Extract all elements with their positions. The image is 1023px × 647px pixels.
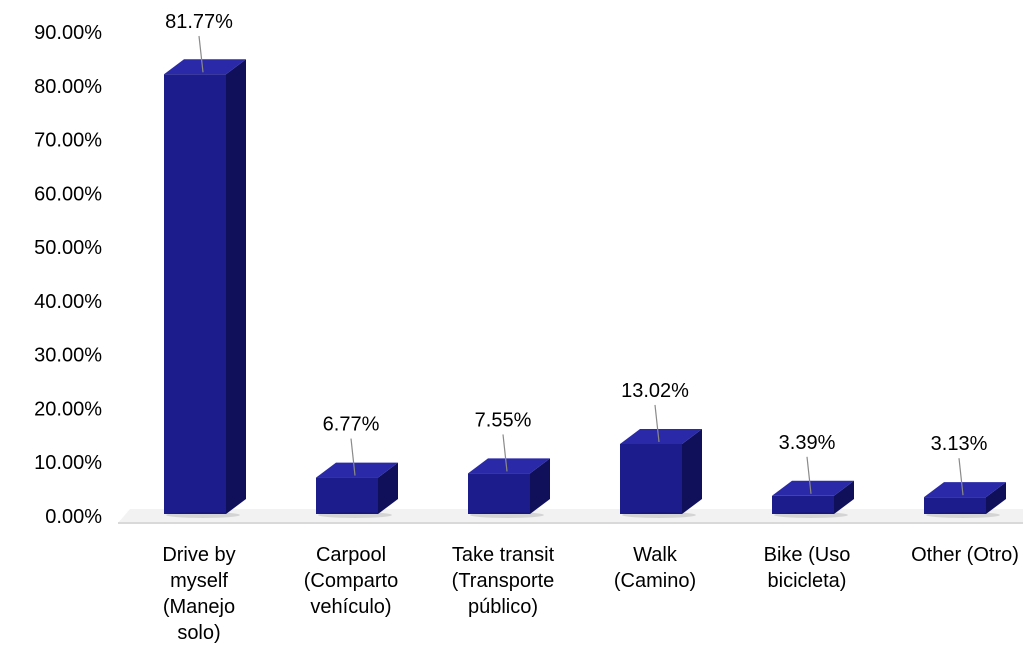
bar-shadow bbox=[622, 512, 696, 518]
bar-side bbox=[226, 59, 246, 515]
bar-top bbox=[620, 428, 702, 444]
bar-side bbox=[530, 458, 550, 514]
bar-front bbox=[468, 473, 530, 514]
x-category-label: Drive by myself (Manejo solo) bbox=[162, 544, 235, 644]
x-category-label-line: solo) bbox=[177, 622, 220, 644]
data-label: 3.39% bbox=[779, 432, 836, 454]
floor-plane bbox=[118, 509, 1023, 523]
data-label: 3.13% bbox=[931, 433, 988, 455]
bar-top bbox=[164, 59, 246, 75]
bar-side bbox=[682, 428, 702, 514]
bar-top bbox=[316, 462, 398, 478]
x-category-label-line: (Comparto bbox=[304, 570, 398, 592]
bar-top bbox=[772, 480, 854, 496]
bar-front bbox=[164, 74, 226, 515]
x-category-label-line: Drive by bbox=[162, 544, 235, 566]
bar-shadow bbox=[774, 512, 848, 518]
bar-shadow bbox=[166, 512, 240, 518]
y-tick-label: 40.00% bbox=[34, 291, 102, 313]
x-category-label-line: Take transit bbox=[452, 544, 555, 566]
bar bbox=[772, 480, 854, 518]
x-category-label-line: Carpool bbox=[316, 544, 386, 566]
x-category-label: Take transit (Transporte público) bbox=[452, 544, 555, 618]
chart-floor bbox=[118, 509, 1023, 524]
y-tick-label: 30.00% bbox=[34, 345, 102, 367]
leader-line bbox=[654, 404, 660, 443]
bar-shadow bbox=[470, 512, 544, 518]
data-label: 6.77% bbox=[323, 414, 380, 436]
bar bbox=[924, 482, 1006, 518]
x-category-label-line: público) bbox=[468, 596, 538, 618]
x-category-label-line: Other (Otro) bbox=[911, 544, 1019, 566]
bar-front bbox=[772, 495, 834, 514]
bar-side bbox=[986, 482, 1006, 514]
x-category-label: Walk (Camino) bbox=[614, 544, 696, 592]
bar-side bbox=[378, 462, 398, 514]
data-label: 13.02% bbox=[621, 380, 689, 402]
bar bbox=[164, 59, 246, 518]
x-category-label-line: bicicleta) bbox=[768, 570, 847, 592]
y-tick-label: 60.00% bbox=[34, 183, 102, 205]
x-category-label-line: (Transporte bbox=[452, 570, 555, 592]
y-tick-label: 0.00% bbox=[45, 506, 102, 528]
bar-shadow bbox=[926, 512, 1000, 518]
y-tick-label: 50.00% bbox=[34, 237, 102, 259]
bar-shadow bbox=[318, 512, 392, 518]
x-category-label-line: (Camino) bbox=[614, 570, 696, 592]
x-category-label: Carpool (Comparto vehículo) bbox=[304, 544, 398, 618]
leader-line bbox=[958, 458, 964, 496]
bar-front bbox=[924, 497, 986, 514]
bar bbox=[468, 458, 550, 518]
leader-line bbox=[198, 35, 204, 73]
bar-top bbox=[468, 458, 550, 474]
bars bbox=[164, 59, 1006, 518]
leader-line bbox=[350, 438, 356, 476]
bar bbox=[620, 428, 702, 518]
leader-line bbox=[806, 456, 812, 494]
x-category-label-line: (Manejo bbox=[163, 596, 235, 618]
x-axis: Drive by myself (Manejo solo) Carpool (Compar… bbox=[162, 544, 1019, 644]
y-axis: 0.00% 10.00% 20.00% 30.00% 40.00% 50.00% 60.00… bbox=[34, 22, 102, 528]
y-tick-label: 80.00% bbox=[34, 76, 102, 98]
y-tick-label: 10.00% bbox=[34, 452, 102, 474]
data-label: 81.77% bbox=[165, 11, 233, 33]
bar-front bbox=[620, 443, 682, 514]
bar-front bbox=[316, 477, 378, 514]
x-category-label: Other (Otro) bbox=[911, 544, 1019, 566]
x-category-label-line: myself bbox=[170, 570, 228, 592]
x-category-label-line: Bike (Uso bbox=[764, 544, 851, 566]
x-category-label-line: vehículo) bbox=[310, 596, 391, 618]
data-labels: 81.77% 6.77% 7.55% 13.02% 3.39% 3.13% bbox=[165, 11, 988, 496]
x-category-label-line: Walk bbox=[633, 544, 678, 566]
data-label: 7.55% bbox=[475, 409, 532, 431]
bar bbox=[316, 462, 398, 518]
bar-top bbox=[924, 482, 1006, 498]
leader-line bbox=[502, 434, 508, 472]
x-category-label: Bike (Uso bicicleta) bbox=[764, 544, 851, 592]
y-tick-label: 70.00% bbox=[34, 130, 102, 152]
y-tick-label: 20.00% bbox=[34, 398, 102, 420]
bar-side bbox=[834, 480, 854, 514]
y-tick-label: 90.00% bbox=[34, 22, 102, 44]
